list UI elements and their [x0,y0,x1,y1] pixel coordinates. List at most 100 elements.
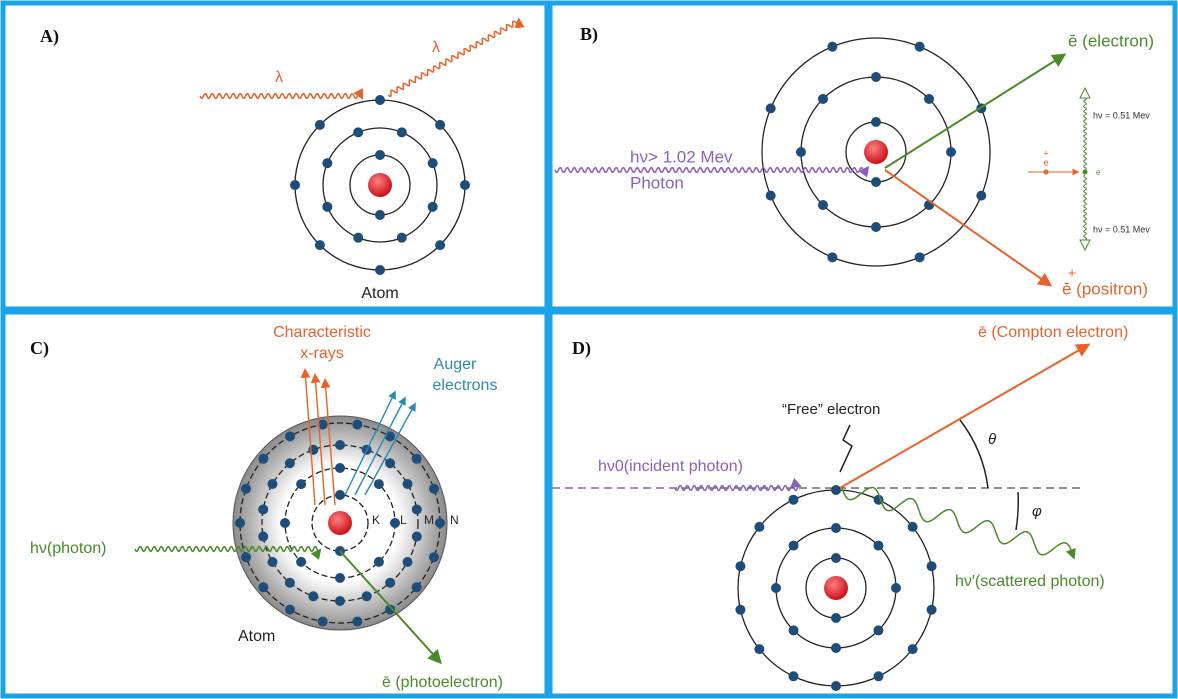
inset-photon-up [1084,92,1087,170]
electron [335,573,345,583]
electron [946,147,956,157]
electron [460,180,470,190]
incident-label: hν0(incident photon) [598,458,743,475]
electron [891,583,901,593]
electron [315,240,325,250]
electron [871,72,881,82]
electron [429,484,439,494]
electron [318,616,328,626]
wavelength-label: λ [432,39,440,56]
electron [258,582,268,592]
electron [789,625,799,635]
electron [290,180,300,190]
free-electron-label: “Free” electron [782,401,880,418]
incident-photon [675,486,800,491]
electron [353,233,363,243]
electron [375,150,385,160]
panel-label: A) [40,26,59,47]
electron [818,200,828,210]
electron [831,485,841,495]
inset-energy: hν = 0.51 Mev [1093,224,1150,234]
electron [428,158,438,168]
electron [412,532,422,542]
scattered-label: hν′(scattered photon) [955,573,1105,590]
electron [335,440,345,450]
xray-label: Characteristic [273,324,371,341]
electron [267,557,277,567]
electron [375,210,385,220]
electron [766,191,776,201]
panel-label: C) [30,338,49,359]
electron [322,202,332,212]
electron [976,191,986,201]
electron [397,233,407,243]
electron [831,613,841,623]
electron [375,265,385,275]
electron [308,445,318,455]
electron [285,605,295,615]
electron [873,541,883,551]
electron [831,643,841,653]
electron [235,518,245,528]
electron [362,591,372,601]
electron [390,518,400,528]
electron [435,120,445,130]
electron [827,252,837,262]
electron [352,616,362,626]
theta-label: θ [988,431,996,448]
shell-label: N [450,513,459,527]
phi-label: φ [1032,503,1042,520]
electron [754,522,764,532]
electron [771,583,781,593]
shell-label: M [424,513,434,527]
nucleus [328,511,352,535]
xray-label: x-rays [300,345,344,362]
positron-sign: + [1068,265,1076,281]
electron [241,552,251,562]
electron [831,523,841,533]
electron [353,127,363,137]
compton-label: ē (Compton electron) [978,324,1128,341]
shell-label: L [400,513,407,527]
atom-label: Atom [361,285,398,302]
auger-label: Auger [434,356,477,373]
electron [403,557,413,567]
shapes [135,20,1090,692]
electron [827,42,837,52]
electron [285,431,295,441]
positron-track [885,170,1050,285]
inset-particle [1044,170,1049,175]
electron [352,420,362,430]
electron-label: ē (electron) [1068,31,1154,50]
electron [412,504,422,514]
electron [927,561,937,571]
electron [435,240,445,250]
electron-track [885,55,1064,168]
electron [915,252,925,262]
electron [789,541,799,551]
electron [908,644,918,654]
electron [374,557,384,567]
electron [280,518,290,528]
inset-particle [1083,170,1088,175]
electron [924,94,934,104]
photoelectron-label: ē (photoelectron) [382,674,503,691]
electron [735,605,745,615]
photon-label: Photon [630,173,684,192]
electron [315,120,325,130]
inset-energy: hν = 0.51 Mev [1093,110,1150,120]
electron [374,479,384,489]
electron [428,202,438,212]
electron [871,222,881,232]
nucleus [864,140,888,164]
electron [285,458,295,468]
wavelength-label: λ [275,69,283,86]
panel-d-border [550,312,1175,696]
photon-energy: hν> 1.02 Mev [630,147,733,166]
inset-arrowhead [1080,88,1090,98]
auger-label: electrons [433,377,498,394]
electron [267,479,277,489]
electron [258,532,268,542]
nucleus [824,576,848,600]
shell-label: K [372,513,380,527]
